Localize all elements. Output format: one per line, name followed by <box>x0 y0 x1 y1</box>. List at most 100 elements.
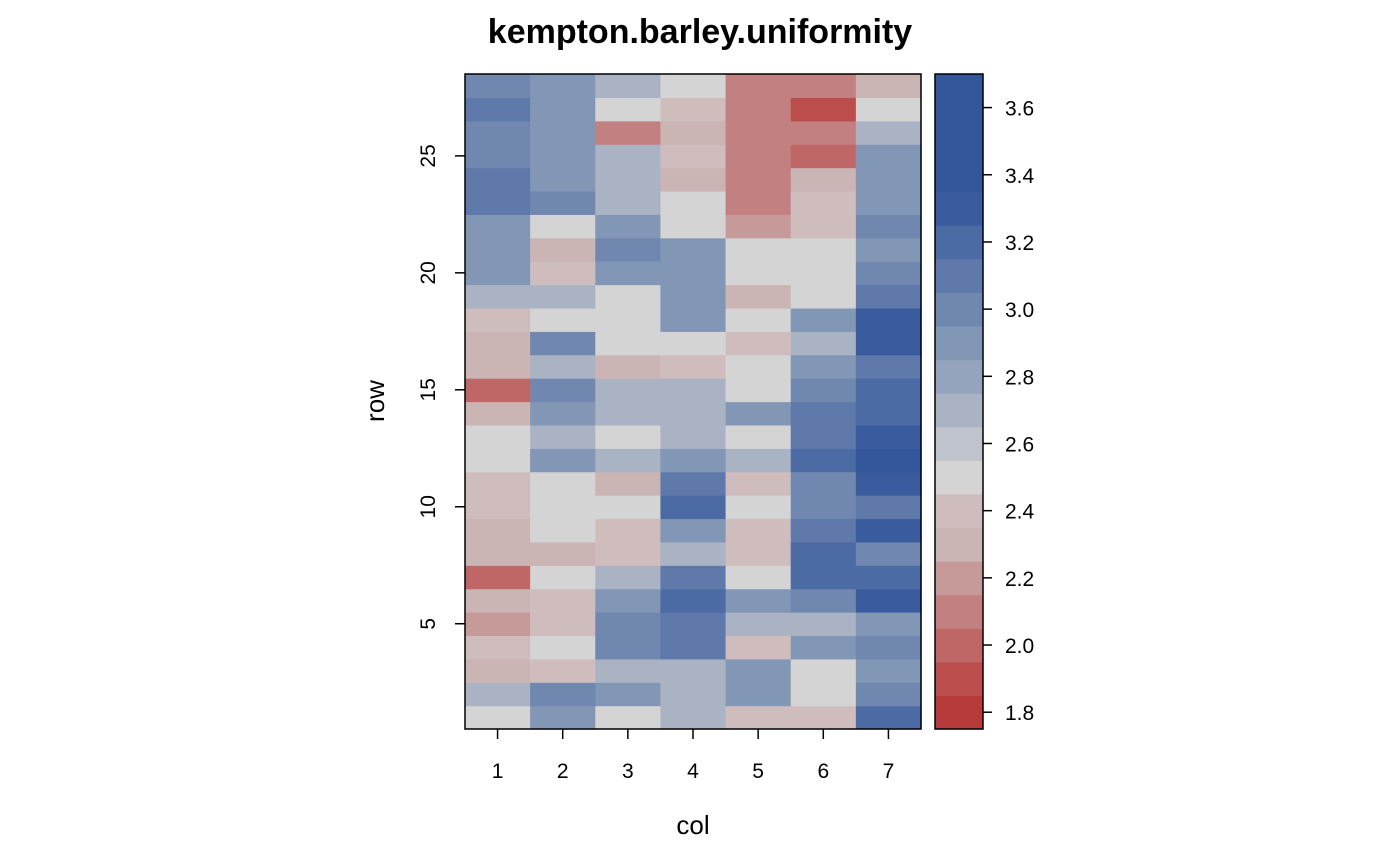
heatmap-cell <box>660 471 727 496</box>
heatmap-cell <box>595 565 662 590</box>
heatmap-cell <box>530 588 596 613</box>
colorbar <box>935 74 983 730</box>
heatmap-cell <box>465 261 531 286</box>
heatmap-cell <box>790 401 857 426</box>
x-tick-label: 7 <box>883 760 895 783</box>
heatmap-cell <box>855 120 922 145</box>
heatmap-cell <box>595 331 662 356</box>
heatmap-cell <box>790 237 857 262</box>
colorbar-swatch <box>935 661 983 697</box>
colorbar-swatch <box>935 426 983 461</box>
heatmap-cell <box>725 307 792 332</box>
heatmap-cell <box>530 495 596 520</box>
heatmap-cell <box>725 635 792 660</box>
colorbar-swatch <box>935 460 983 495</box>
chart-title: kempton.barley.uniformity <box>488 13 913 51</box>
heatmap-cell <box>595 448 662 473</box>
heatmap-cell <box>595 541 662 566</box>
heatmap-cell <box>465 354 531 379</box>
heatmap-cell <box>465 612 531 637</box>
heatmap-cell <box>530 307 596 332</box>
heatmap-cell <box>660 307 727 332</box>
heatmap-cell <box>595 658 662 683</box>
heatmap-cell <box>465 588 531 613</box>
heatmap-cell <box>790 448 857 473</box>
heatmap-cell <box>725 401 792 426</box>
heatmap-cell <box>725 284 792 309</box>
heatmap-cell <box>855 518 922 543</box>
heatmap-cell <box>530 284 596 309</box>
x-axis-label: col <box>676 810 709 840</box>
heatmap-cell <box>855 588 922 613</box>
heatmap-cell <box>855 237 922 262</box>
heatmap-cell <box>465 682 531 707</box>
colorbar-swatch <box>935 258 983 293</box>
heatmap-cell <box>660 354 727 379</box>
heatmap-cell <box>725 167 792 192</box>
colorbar-swatch <box>935 695 983 730</box>
heatmap-cell <box>530 378 596 403</box>
heatmap-cell <box>725 331 792 356</box>
heatmap-cell <box>790 214 857 239</box>
heatmap-cell <box>855 190 922 215</box>
colorbar-tick-label: 3.0 <box>1005 299 1034 322</box>
heatmap-cell <box>790 331 857 356</box>
heatmap-cell <box>465 471 531 496</box>
heatmap-cell <box>725 97 792 122</box>
heatmap-cell <box>725 214 792 239</box>
heatmap-cell <box>530 541 596 566</box>
heatmap-cell <box>465 401 531 426</box>
heatmap-cell <box>595 612 662 637</box>
heatmap-cell <box>660 74 727 98</box>
heatmap-cell <box>530 705 596 730</box>
heatmap-cell <box>465 424 531 449</box>
heatmap-cell <box>790 190 857 215</box>
heatmap-cell <box>660 144 727 169</box>
heatmap-cell <box>660 448 727 473</box>
heatmap-cell <box>660 214 727 239</box>
heatmap-cell <box>855 214 922 239</box>
heatmap-cell <box>530 401 596 426</box>
y-tick-label: 10 <box>417 495 440 518</box>
heatmap-cell <box>855 261 922 286</box>
heatmap-cell <box>595 471 662 496</box>
heatmap-cell <box>660 495 727 520</box>
heatmap-cell <box>660 401 727 426</box>
heatmap-cell <box>855 471 922 496</box>
x-tick-label: 5 <box>752 760 764 783</box>
heatmap-cell <box>530 612 596 637</box>
heatmap-cell <box>725 237 792 262</box>
heatmap-cell <box>465 658 531 683</box>
heatmap-cell <box>790 120 857 145</box>
heatmap-cell <box>465 518 531 543</box>
heatmap-cell <box>595 74 662 98</box>
heatmap-cell <box>660 658 727 683</box>
x-tick-label: 6 <box>817 760 829 783</box>
heatmap-cell <box>855 97 922 122</box>
heatmap-cell <box>725 471 792 496</box>
heatmap-cell <box>595 144 662 169</box>
heatmap-cell <box>530 471 596 496</box>
colorbar-swatch <box>935 493 983 529</box>
heatmap-cell <box>855 331 922 356</box>
heatmap-cell <box>725 541 792 566</box>
heatmap-cell <box>855 541 922 566</box>
heatmap-cell <box>595 190 662 215</box>
heatmap-cell <box>855 658 922 683</box>
heatmap-cell <box>725 612 792 637</box>
heatmap-cell <box>465 214 531 239</box>
heatmap-cell <box>790 565 857 590</box>
heatmap-cell <box>660 635 727 660</box>
heatmap-cell <box>725 378 792 403</box>
heatmap-cell <box>790 541 857 566</box>
heatmap-cell <box>790 97 857 122</box>
heatmap-cell <box>790 518 857 543</box>
heatmap-cell <box>660 190 727 215</box>
heatmap-cell <box>530 190 596 215</box>
heatmap-cell <box>595 518 662 543</box>
heatmap-cell <box>660 565 727 590</box>
heatmap-cell <box>530 261 596 286</box>
colorbar-swatch <box>935 292 983 327</box>
colorbar-swatch <box>935 157 983 193</box>
colorbar-swatch <box>935 628 983 663</box>
